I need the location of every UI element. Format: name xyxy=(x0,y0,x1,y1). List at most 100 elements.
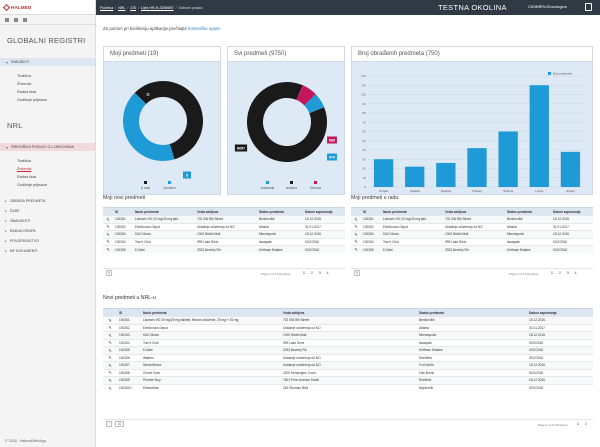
edit-icon[interactable]: ✎ xyxy=(103,230,113,238)
edit-icon[interactable]: ✎ xyxy=(103,376,117,384)
edit-icon[interactable]: ✎ xyxy=(103,346,117,354)
menu-icon[interactable] xyxy=(23,17,27,22)
table-row[interactable]: ✎ 100262 Electronics Depot Ukidanje odobren… xyxy=(103,323,593,332)
column-header[interactable]: Datum zaprimanja xyxy=(527,308,593,317)
sidebar-link-trazilica[interactable]: Tražilica xyxy=(17,159,31,163)
page-4[interactable]: 4 xyxy=(326,271,329,275)
breadcrumb-nrl[interactable]: NRL xyxy=(118,5,126,10)
logout-icon[interactable] xyxy=(585,3,592,11)
column-header[interactable]: Vrsta zahtjeva xyxy=(281,308,417,317)
page-3[interactable]: 3 xyxy=(318,271,321,275)
page-size-select[interactable]: 5 xyxy=(106,270,112,276)
table-row[interactable]: ✎ 100261 Lacewin HO 20 mg/25 mg tabl... 702… xyxy=(351,215,593,223)
table-row[interactable]: ✎ 100267 StereoShack Ukidanje odobrenja od … xyxy=(103,361,593,369)
edit-icon[interactable]: ✎ xyxy=(103,353,117,362)
table-row[interactable]: ✎ 100265 E-Mart 3333 Beverly Rd Hoffman Esta… xyxy=(103,346,593,354)
page-1[interactable]: 1 xyxy=(577,422,579,426)
page-1[interactable]: 1 xyxy=(303,271,305,275)
grid-icon[interactable] xyxy=(14,17,18,22)
table-row[interactable]: ✎ 100265 E-Mart 3333 Beverly Rd Hoffman Esta… xyxy=(351,245,593,253)
table-cell: Issaquah xyxy=(505,237,551,246)
table-row[interactable]: ✎ 100264 Tom's Club 999 Lake Drive Issaquah 9… xyxy=(103,237,345,246)
column-header[interactable]: Naziv predmeta xyxy=(141,308,281,317)
sidebar-link-godisnje[interactable]: Godišnje prijelaze xyxy=(17,98,48,102)
sidebar-item-case[interactable]: ▸ ČASE xyxy=(0,206,95,216)
edit-icon[interactable]: ✎ xyxy=(103,368,117,377)
table-row[interactable]: ✎ 100265 E-Mart 3333 Beverly Rd Hoffman Esta… xyxy=(103,245,345,253)
page-3[interactable]: 3 xyxy=(566,271,569,275)
legend-label-2: Obnova xyxy=(310,186,321,190)
sidebar-link-radna-lista[interactable]: Radna lista xyxy=(17,175,36,179)
user-name[interactable]: CDNMRRUS\vanbogers xyxy=(528,5,567,9)
column-header[interactable]: Status predmeta xyxy=(417,308,527,317)
page-size-select[interactable]: 5 xyxy=(354,270,360,276)
edit-icon[interactable]: ✎ xyxy=(103,237,113,246)
edit-icon[interactable]: ✎ xyxy=(351,237,361,246)
table-row[interactable]: ✎ 1002610 ElectroMax 263 Shuman Blvd Napervi… xyxy=(103,383,593,392)
table-row[interactable]: ✎ 100263 K&G Music 1000 Nicllet Mall Minneap… xyxy=(103,331,593,339)
table-row[interactable]: ✎ 100263 K&G Music 1000 Nicllet Mall Minneap… xyxy=(351,230,593,238)
breadcrumb-lijek[interactable]: Lijek HR-H-3256987 xyxy=(140,5,174,10)
sidebar-group-subjekti[interactable]: ▾ SUBJEKTI xyxy=(0,58,95,66)
edit-icon[interactable]: ✎ xyxy=(103,245,113,253)
edit-icon[interactable]: ✎ xyxy=(103,361,117,369)
edit-icon[interactable]: ✎ xyxy=(103,222,113,231)
column-header[interactable]: Status predmeta xyxy=(505,207,551,216)
table-row[interactable]: ✎ 100261 Lacewin HO 20 mg/25 mg tablete, f… xyxy=(103,316,593,324)
sidebar-link-zrtvenici[interactable]: Žrtvenici xyxy=(17,167,32,171)
edit-icon[interactable]: ✎ xyxy=(351,222,361,231)
table-row[interactable]: ✎ 100266 Walters Ukidanje odobrenja od NO De… xyxy=(103,353,593,362)
page-2[interactable]: 2 xyxy=(584,422,587,426)
sidebar-link-radna-lista[interactable]: Radna lista xyxy=(17,90,36,94)
sidebar-item-obavijesti[interactable]: ▸ OBAVIJESTI xyxy=(0,216,95,226)
sidebar-link-zrtvenici[interactable]: Žrtvenici xyxy=(17,82,32,86)
column-header[interactable]: Naziv predmeta xyxy=(133,207,195,216)
breadcrumb-pocetna[interactable]: Početna xyxy=(100,5,114,10)
sidebar-link-trazilica[interactable]: Tražilica xyxy=(17,74,31,78)
column-header[interactable]: Datum zaprimanja xyxy=(551,207,593,216)
table-cell: 31.01.2017. xyxy=(527,323,593,332)
column-header[interactable]: ID xyxy=(113,207,133,216)
table-row[interactable]: ✎ 100264 Tom's Club 999 Lake Drive Issaquah 9… xyxy=(103,338,593,347)
column-header[interactable]: ID xyxy=(117,308,141,317)
page-4[interactable]: 4 xyxy=(574,271,577,275)
column-header[interactable]: Datum zaprimanja xyxy=(303,207,345,216)
edit-icon[interactable]: ✎ xyxy=(103,316,117,324)
edit-icon[interactable]: ✎ xyxy=(103,338,117,347)
page-2[interactable]: 2 xyxy=(310,271,313,275)
table-row[interactable]: ✎ 100262 Electronics Depot Ukidanje odobren… xyxy=(351,222,593,231)
table-row[interactable]: ✎ 100268 Circuit Town 2200 Kensington Court… xyxy=(103,368,593,377)
logo[interactable]: HALMED xyxy=(0,0,95,15)
table-row[interactable]: ✎ 100261 Lacewin HO 20 mg/25 mg tabl... 702… xyxy=(103,215,345,223)
page-prev-button[interactable]: ‹ xyxy=(106,421,112,427)
table-row[interactable]: ✎ 100264 Tom's Club 999 Lake Drive Issaquah 9… xyxy=(351,237,593,246)
sidebar-group-sredisnji[interactable]: ▾ SREDIŠNJI PODACI O LIJEKOVIMA xyxy=(0,143,95,151)
column-header[interactable]: Vrsta zahtjeva xyxy=(443,207,505,216)
table-row[interactable]: ✎ 100269 Premier Buy 7601 Penn Avenue South… xyxy=(103,376,593,384)
edit-icon[interactable]: ✎ xyxy=(103,331,117,339)
sidebar-item-povjerenstvo[interactable]: ▸ POVJERENSTVO xyxy=(0,236,95,246)
edit-icon[interactable]: ✎ xyxy=(103,215,113,223)
sidebar-item-mf-dokumenti[interactable]: ▸ MF DOKUMENTI xyxy=(0,246,95,256)
sidebar-link-godisnje[interactable]: Godišnje prijelaze xyxy=(17,183,48,187)
help-link[interactable]: korisničke upute xyxy=(188,26,220,31)
column-header[interactable]: ID xyxy=(361,207,381,216)
edit-icon[interactable]: ✎ xyxy=(351,215,361,223)
sidebar-item-obrada[interactable]: ▸ OBRADA PREDMETA xyxy=(0,196,95,206)
column-header[interactable]: Vrsta zahtjeva xyxy=(195,207,257,216)
sidebar-item-radna-grupa[interactable]: ▸ RADNA GRUPA xyxy=(0,226,95,236)
table-cell: 999 Lake Drive xyxy=(281,338,417,347)
edit-icon[interactable]: ✎ xyxy=(351,245,361,253)
breadcrumb-zis[interactable]: ZIS xyxy=(130,5,136,10)
edit-icon[interactable]: ✎ xyxy=(103,383,117,392)
page-1[interactable]: 1 xyxy=(551,271,553,275)
page-2[interactable]: 2 xyxy=(558,271,561,275)
home-icon[interactable] xyxy=(5,17,9,22)
edit-icon[interactable]: ✎ xyxy=(351,230,361,238)
table-row[interactable]: ✎ 100263 K&G Music 1000 Nicllet Mall Minneap… xyxy=(103,230,345,238)
table-row[interactable]: ✎ 100262 Electronics Depot Ukidanje odobren… xyxy=(103,222,345,231)
edit-icon[interactable]: ✎ xyxy=(103,323,117,332)
page-size-select[interactable]: 10 xyxy=(115,421,124,427)
column-header[interactable]: Status predmeta xyxy=(257,207,303,216)
column-header[interactable]: Naziv predmeta xyxy=(381,207,443,216)
